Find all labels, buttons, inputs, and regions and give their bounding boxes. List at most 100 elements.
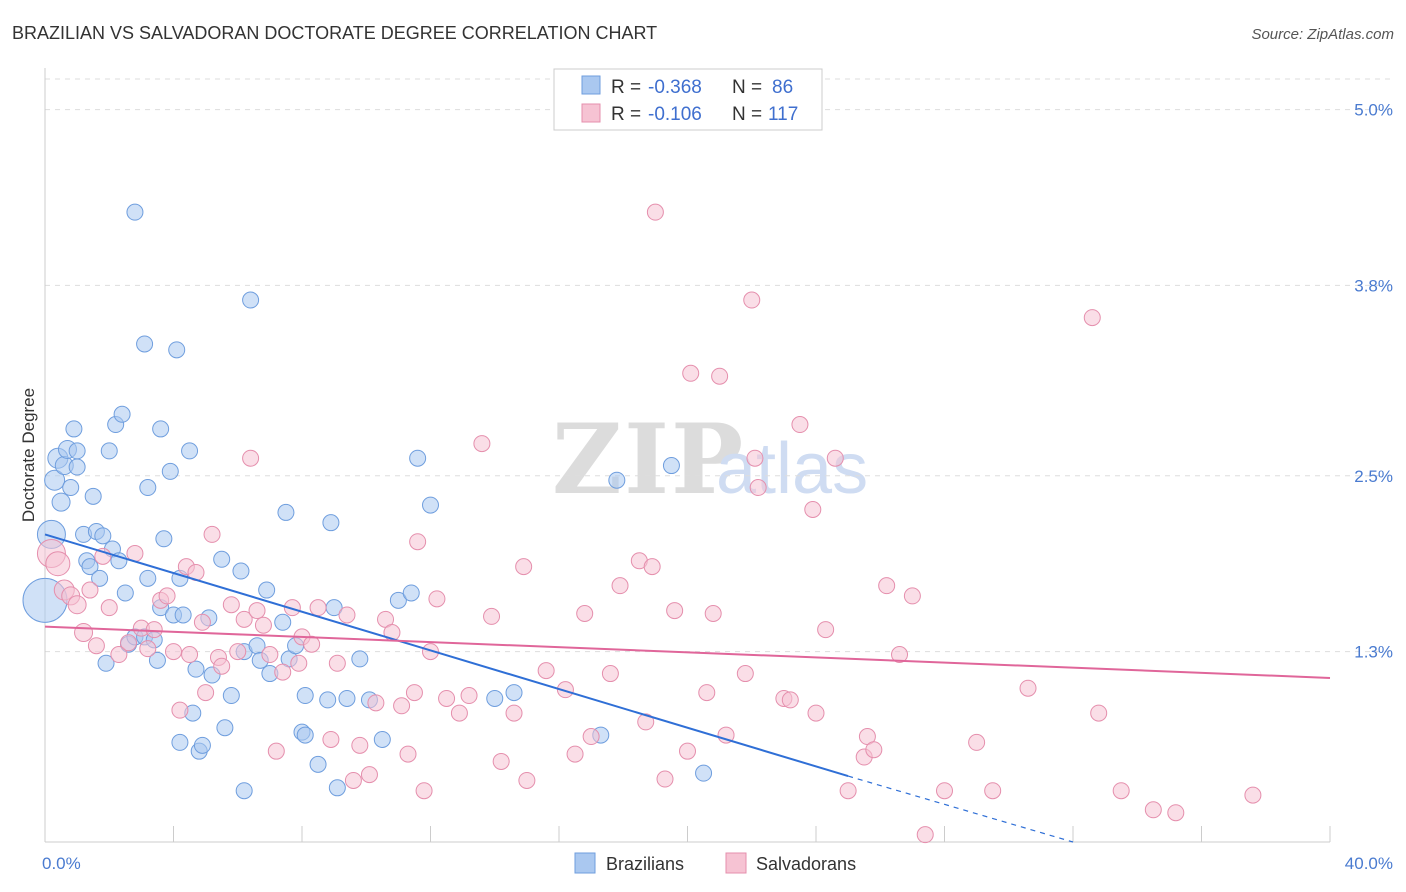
salvadoran-point [290, 654, 308, 672]
brazilian-point [319, 691, 337, 709]
salvadoran-point [1144, 801, 1162, 819]
salvadoran-point [248, 602, 266, 620]
brazilian-point [409, 449, 427, 467]
y-tick-label: 5.0% [1354, 101, 1393, 120]
legend-n-label-brazilians: N = [732, 77, 762, 98]
salvadoran-point [409, 533, 427, 551]
legend-n-label-salvadorans: N = [732, 104, 762, 125]
brazilian-trend-line [44, 533, 849, 778]
brazilian-point [148, 651, 166, 669]
salvadoran-point [968, 733, 986, 751]
salvadoran-point [303, 635, 321, 653]
salvadoran-point [791, 416, 809, 434]
salvadoran-point [746, 449, 764, 467]
salvadoran-point [736, 665, 754, 683]
brazilian-point [373, 730, 391, 748]
salvadoran-point [743, 291, 761, 309]
legend-r-salvadorans: -0.106 [648, 104, 702, 125]
brazilian-point [65, 420, 83, 438]
salvadoran-point [367, 694, 385, 712]
salvadoran-point [903, 587, 921, 605]
salvadoran-point [309, 599, 327, 617]
x-tick-label-max: 40.0% [1345, 854, 1393, 873]
brazilian-point [309, 755, 327, 773]
salvadoran-point [242, 449, 260, 467]
salvadoran-trend-line [44, 625, 1331, 679]
salvadoran-point [139, 640, 157, 658]
salvadoran-point [804, 500, 822, 518]
salvadoran-point [267, 742, 285, 760]
salvadoran-point [505, 704, 523, 722]
bottom-legend-swatch-salvadorans [725, 852, 747, 874]
salvadoran-point [328, 654, 346, 672]
brazilian-point [402, 584, 420, 602]
brazilian-point [51, 492, 71, 512]
brazilian-point [171, 733, 189, 751]
bottom-legend-swatch-brazilians [574, 852, 596, 874]
brazilian-point [161, 462, 179, 480]
salvadoran-point [865, 741, 883, 759]
salvadoran-point [1083, 309, 1101, 327]
brazilian-point [113, 405, 131, 423]
y-tick-label: 2.5% [1354, 467, 1393, 486]
brazilian-point [222, 687, 240, 705]
brazilian-point [155, 530, 173, 548]
salvadoran-point [45, 551, 71, 577]
salvadoran-point [679, 742, 696, 760]
brazilian-point [44, 469, 66, 491]
chart-title: BRAZILIAN VS SALVADORAN DOCTORATE DEGREE… [12, 23, 657, 43]
brazilian-point [486, 689, 504, 707]
brazilian-point [68, 442, 86, 460]
salvadoran-point [704, 604, 722, 622]
y-tick-label: 3.8% [1354, 276, 1393, 295]
brazilian-point [277, 503, 295, 521]
salvadoran-point [518, 771, 536, 789]
salvadoran-point [916, 826, 934, 844]
salvadoran-point [1090, 704, 1108, 722]
brazilian-point [274, 613, 292, 631]
salvadoran-point [643, 558, 661, 576]
salvadoran-point [165, 643, 182, 661]
brazilian-point [389, 591, 407, 609]
salvadoran-point [984, 782, 1002, 800]
brazilian-point [328, 779, 346, 797]
salvadoran-point [537, 662, 555, 680]
salvadoran-point [601, 665, 619, 683]
legend-r-label-brazilians: R = [611, 77, 641, 98]
brazilian-point [168, 341, 186, 359]
salvadoran-point [450, 704, 468, 722]
salvadoran-point [254, 616, 272, 634]
brazilian-point [242, 291, 260, 309]
salvadoran-point [666, 602, 684, 620]
salvadoran-point [711, 367, 729, 385]
salvadoran-point [110, 646, 128, 664]
salvadoran-point [344, 771, 362, 789]
salvadoran-point [807, 704, 825, 722]
bottom-legend-salvadorans: Salvadorans [756, 854, 856, 874]
brazilian-point [136, 335, 154, 353]
x-tick-label-min: 0.0% [42, 854, 81, 873]
salvadoran-point [492, 752, 510, 770]
source-label: Source: ZipAtlas.com [1251, 26, 1394, 43]
salvadoran-point [422, 643, 439, 661]
axes: 1.3% 2.5% 3.8% 5.0% 0.0% 40.0% [42, 68, 1393, 873]
legend-swatch-brazilians [581, 75, 601, 95]
brazilian-point [322, 514, 340, 532]
brazilian-point [258, 581, 276, 599]
brazilian-point [174, 606, 192, 624]
y-axis-label: Doctorate Degree [19, 388, 38, 522]
salvadoran-point [360, 766, 378, 784]
salvadoran-point [203, 525, 221, 543]
legend-n-salvadorans: 117 [768, 104, 798, 125]
legend-r-label-salvadorans: R = [611, 104, 641, 125]
brazilian-point [81, 558, 99, 576]
watermark-zip: ZIP [552, 403, 745, 516]
salvadoran-point [1167, 804, 1185, 822]
y-tick-label: 1.3% [1354, 643, 1393, 662]
brazilian-point [296, 726, 314, 744]
brazilian-point [351, 650, 369, 668]
salvadoran-point [460, 687, 478, 705]
salvadoran-point [415, 782, 433, 800]
salvadoran-point [582, 728, 600, 746]
salvadoran-point [473, 435, 491, 453]
